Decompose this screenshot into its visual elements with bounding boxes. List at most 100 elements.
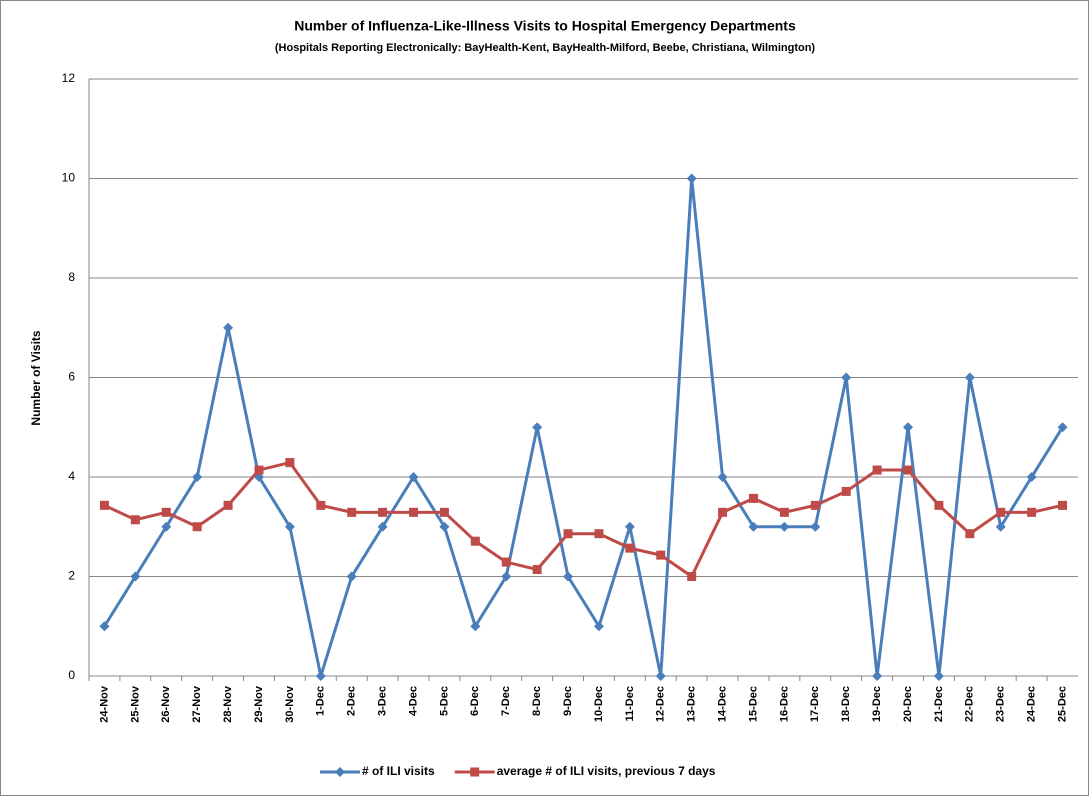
square-marker [223, 500, 233, 510]
square-marker [1058, 500, 1068, 510]
diamond-marker [841, 372, 852, 383]
x-tick-label: 12-Dec [655, 686, 667, 722]
diamond-marker [655, 671, 666, 681]
x-tick-label: 18-Dec [840, 686, 852, 722]
diamond-marker [933, 671, 944, 681]
x-tick-label: 22-Dec [964, 686, 976, 722]
x-tick-label: 26-Nov [160, 685, 172, 723]
diamond-marker [130, 571, 141, 582]
x-tick-label: 3-Dec [377, 686, 389, 716]
diamond-marker [624, 521, 635, 532]
x-tick-label: 28-Nov [222, 685, 234, 723]
x-tick-label: 19-Dec [871, 686, 883, 722]
diamond-marker [377, 521, 388, 532]
square-marker [625, 543, 635, 553]
legend-item: average # of ILI visits, previous 7 days [454, 764, 716, 778]
y-tick-label: 6 [68, 370, 75, 384]
x-tick-label: 20-Dec [902, 686, 914, 722]
diamond-marker [903, 422, 914, 433]
square-marker [316, 500, 326, 510]
square-marker [903, 465, 913, 475]
diamond-marker [470, 621, 481, 632]
chart-title: Number of Influenza-Like-Illness Visits … [294, 18, 796, 34]
square-marker [996, 507, 1006, 517]
chart-subtitle: (Hospitals Reporting Electronically: Bay… [275, 42, 816, 54]
square-marker [810, 500, 820, 510]
square-marker [501, 557, 511, 567]
diamond-marker [995, 521, 1006, 532]
x-tick-label: 21-Dec [933, 686, 945, 722]
x-tick-label: 30-Nov [284, 685, 296, 723]
square-marker [99, 500, 109, 510]
diamond-marker [532, 422, 543, 433]
square-marker [718, 507, 728, 517]
x-tick-label: 27-Nov [191, 685, 203, 723]
diamond-marker [563, 571, 574, 582]
x-tick-label: 4-Dec [407, 686, 419, 716]
x-tick-label: 16-Dec [778, 686, 790, 722]
square-marker [378, 507, 388, 517]
diamond-marker [161, 521, 172, 532]
x-tick-label: 13-Dec [686, 686, 698, 722]
diamond-marker [346, 571, 357, 582]
diamond-marker [872, 671, 883, 681]
square-marker [563, 529, 573, 539]
diamond-marker [501, 571, 512, 582]
diamond-marker [1057, 422, 1068, 433]
x-tick-label: 24-Nov [98, 685, 110, 723]
square-marker [470, 536, 480, 546]
series-line [103, 461, 1063, 578]
diamond-marker [99, 621, 110, 632]
diamond-marker [810, 521, 821, 532]
x-tick-label: 5-Dec [438, 686, 450, 716]
y-tick-label: 4 [68, 469, 75, 483]
square-marker [779, 507, 789, 517]
square-marker [934, 500, 944, 510]
square-marker [872, 465, 882, 475]
x-tick-label: 23-Dec [995, 686, 1007, 722]
diamond-marker [315, 671, 326, 681]
x-tick-label: 29-Nov [253, 685, 265, 723]
diamond-marker [779, 521, 790, 532]
square-marker [687, 572, 697, 581]
x-tick-label: 10-Dec [593, 686, 605, 722]
square-marker [130, 515, 140, 525]
square-marker [285, 458, 295, 468]
diamond-marker [192, 472, 203, 482]
diamond-marker [964, 372, 975, 383]
y-tick-label: 2 [68, 569, 75, 583]
square-marker [841, 486, 851, 496]
x-tick-label: 17-Dec [809, 686, 821, 722]
x-tick-label: 2-Dec [346, 686, 358, 716]
legend-label: # of ILI visits [362, 764, 435, 778]
x-tick-label: 15-Dec [747, 686, 759, 722]
square-marker [409, 507, 419, 517]
x-tick-label: 7-Dec [500, 686, 512, 716]
diamond-marker [717, 472, 728, 482]
x-tick-label: 6-Dec [469, 686, 481, 716]
x-tick-label: 25-Dec [1056, 686, 1068, 722]
square-marker [1027, 507, 1037, 517]
x-tick-label: 11-Dec [624, 686, 636, 721]
y-tick-label: 12 [62, 71, 76, 85]
square-marker [161, 507, 171, 517]
x-tick-label: 1-Dec [315, 686, 327, 716]
diamond-marker [748, 521, 759, 532]
x-tick-label: 14-Dec [716, 686, 728, 722]
x-tick-label: 25-Nov [129, 685, 141, 723]
square-marker [192, 522, 202, 532]
diamond-marker [223, 322, 234, 333]
diamond-marker [408, 472, 419, 482]
square-marker [965, 529, 975, 539]
x-tick-label: 9-Dec [562, 686, 574, 716]
y-tick-label: 8 [68, 270, 75, 284]
diamond-marker [284, 521, 295, 532]
y-axis-label: Number of Visits [29, 330, 43, 425]
diamond-marker [686, 173, 697, 184]
square-marker [656, 550, 666, 560]
legend-label: average # of ILI visits, previous 7 days [497, 764, 716, 778]
diamond-marker [1026, 472, 1037, 482]
square-marker [748, 493, 758, 503]
